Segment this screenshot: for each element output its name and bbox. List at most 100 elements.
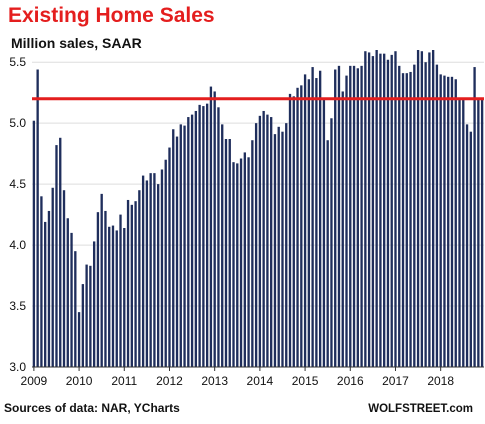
bar xyxy=(431,50,435,367)
bar xyxy=(205,103,209,368)
bar xyxy=(428,52,431,367)
bar xyxy=(300,85,303,367)
bar xyxy=(66,218,69,367)
bar xyxy=(85,264,88,367)
bar xyxy=(307,79,311,367)
x-tick-label: 2013 xyxy=(201,374,228,388)
y-tick-label: 5.0 xyxy=(9,116,26,130)
bar xyxy=(115,230,118,367)
bar xyxy=(145,180,149,367)
bar xyxy=(311,67,314,368)
bar xyxy=(480,97,484,368)
bar xyxy=(330,118,333,368)
bar xyxy=(439,74,442,367)
bar xyxy=(420,51,424,367)
bar xyxy=(51,187,54,367)
bar xyxy=(164,159,167,367)
bar xyxy=(32,120,36,367)
bar xyxy=(190,114,194,367)
bar xyxy=(40,196,43,367)
bar xyxy=(194,110,198,367)
bar xyxy=(74,251,77,367)
bar xyxy=(386,59,390,367)
bar xyxy=(405,73,408,368)
bar xyxy=(270,117,273,367)
bar xyxy=(77,312,81,367)
source-note: Sources of data: NAR, YCharts xyxy=(4,401,180,415)
y-tick-label: 3.5 xyxy=(9,299,26,313)
bar xyxy=(469,131,472,367)
bar xyxy=(81,284,85,367)
bar xyxy=(303,74,307,367)
bar xyxy=(251,140,254,367)
bar xyxy=(254,123,258,368)
bar xyxy=(364,51,367,367)
bar xyxy=(367,52,371,367)
bar xyxy=(228,139,231,367)
bar xyxy=(243,152,246,367)
bar xyxy=(247,157,250,367)
bar xyxy=(435,64,439,367)
bar xyxy=(217,107,220,368)
bar xyxy=(89,265,92,367)
bar xyxy=(153,173,156,367)
gridlines xyxy=(32,61,484,368)
bar xyxy=(111,225,115,367)
x-tick-label: 2014 xyxy=(247,374,274,388)
bar xyxy=(36,69,39,367)
bar xyxy=(371,56,375,367)
bar xyxy=(454,79,457,367)
bar xyxy=(232,162,235,367)
bar xyxy=(356,68,359,368)
chart-subtitle: Million sales, SAAR xyxy=(11,35,142,51)
bar xyxy=(183,125,186,367)
bar xyxy=(157,184,160,367)
bar xyxy=(104,210,107,367)
bar xyxy=(209,86,213,368)
bar xyxy=(477,98,480,368)
bar xyxy=(100,193,103,367)
bar xyxy=(345,75,348,367)
brand-watermark: WOLFSTREET.com xyxy=(368,403,473,415)
bar xyxy=(198,104,201,367)
chart-title: Existing Home Sales xyxy=(8,4,215,27)
bar xyxy=(160,169,164,367)
bar xyxy=(108,226,111,367)
x-tick-label: 2015 xyxy=(292,374,319,388)
x-tick-label: 2016 xyxy=(337,374,364,388)
bar xyxy=(473,67,476,368)
bar xyxy=(288,93,292,368)
bar xyxy=(447,76,450,368)
bar xyxy=(213,91,216,367)
bar xyxy=(239,158,243,367)
x-tick-label: 2009 xyxy=(21,374,48,388)
bar xyxy=(149,173,152,367)
bar xyxy=(130,204,133,367)
bar xyxy=(179,124,182,367)
y-tick-label: 4.5 xyxy=(9,177,26,191)
bar xyxy=(202,106,205,367)
bar xyxy=(187,117,190,367)
bar xyxy=(462,98,465,368)
bar xyxy=(409,71,412,367)
bar xyxy=(315,78,318,368)
bar xyxy=(337,65,341,367)
bar xyxy=(273,134,277,367)
y-tick-label: 3.0 xyxy=(9,360,26,374)
bar xyxy=(62,190,66,367)
bar xyxy=(398,65,401,367)
bar xyxy=(138,190,141,367)
bar xyxy=(334,69,337,367)
bar xyxy=(401,73,405,368)
bar xyxy=(416,50,420,367)
bar xyxy=(292,96,295,367)
bar xyxy=(134,201,137,367)
bar xyxy=(47,210,51,367)
bar xyxy=(168,147,171,367)
bar xyxy=(70,232,73,367)
bar xyxy=(341,91,344,367)
bar xyxy=(443,75,446,367)
x-tick-label: 2010 xyxy=(66,374,93,388)
bar xyxy=(277,126,280,367)
